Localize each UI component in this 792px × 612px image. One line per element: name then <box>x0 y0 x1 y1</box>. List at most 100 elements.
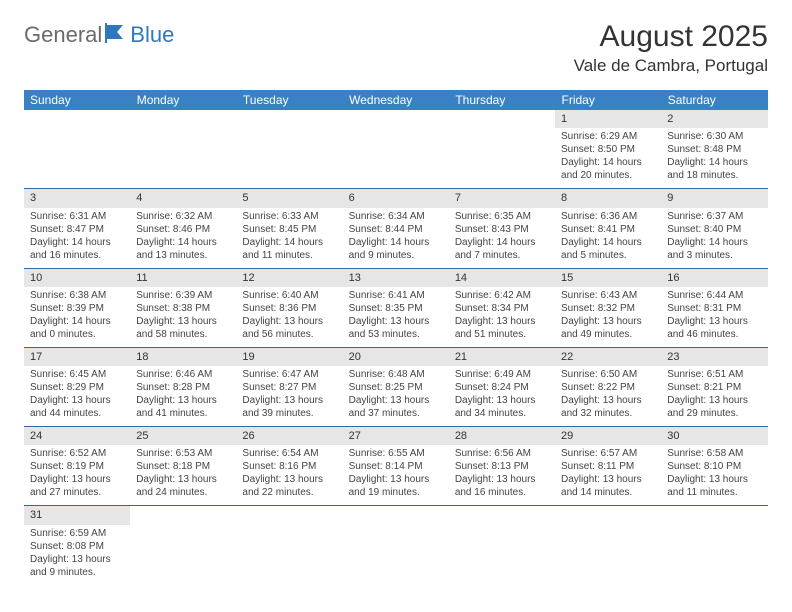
sunrise-line: Sunrise: 6:59 AM <box>30 527 124 540</box>
sunset-line: Sunset: 8:25 PM <box>349 381 443 394</box>
calendar-day-cell: 25Sunrise: 6:53 AMSunset: 8:18 PMDayligh… <box>130 427 236 506</box>
daylight-line: Daylight: 13 hours <box>455 315 549 328</box>
month-title: August 2025 <box>574 20 768 54</box>
daylight-line: Daylight: 14 hours <box>349 236 443 249</box>
sunset-line: Sunset: 8:40 PM <box>667 223 761 236</box>
calendar-day-cell: 8Sunrise: 6:36 AMSunset: 8:41 PMDaylight… <box>555 189 661 268</box>
day-number: 15 <box>555 269 661 287</box>
sunrise-line: Sunrise: 6:53 AM <box>136 447 230 460</box>
sunrise-line: Sunrise: 6:48 AM <box>349 368 443 381</box>
day-number: 3 <box>24 189 130 207</box>
sunrise-line: Sunrise: 6:45 AM <box>30 368 124 381</box>
day-number: 25 <box>130 427 236 445</box>
sunset-line: Sunset: 8:43 PM <box>455 223 549 236</box>
day-number: 22 <box>555 348 661 366</box>
sunrise-line: Sunrise: 6:55 AM <box>349 447 443 460</box>
sunrise-line: Sunrise: 6:29 AM <box>561 130 655 143</box>
daylight-line: Daylight: 14 hours <box>30 236 124 249</box>
calendar-empty-cell <box>236 506 342 585</box>
daylight-line: Daylight: 13 hours <box>455 473 549 486</box>
daylight-line: Daylight: 14 hours <box>667 236 761 249</box>
header: General Blue August 2025 Vale de Cambra,… <box>24 20 768 76</box>
day-number: 4 <box>130 189 236 207</box>
sunrise-line: Sunrise: 6:58 AM <box>667 447 761 460</box>
sunrise-line: Sunrise: 6:32 AM <box>136 210 230 223</box>
daylight-line: and 20 minutes. <box>561 169 655 182</box>
title-block: August 2025 Vale de Cambra, Portugal <box>574 20 768 76</box>
sunrise-line: Sunrise: 6:44 AM <box>667 289 761 302</box>
day-number: 31 <box>24 506 130 524</box>
calendar-empty-cell <box>449 110 555 189</box>
sunset-line: Sunset: 8:08 PM <box>30 540 124 553</box>
sunset-line: Sunset: 8:14 PM <box>349 460 443 473</box>
calendar-day-cell: 19Sunrise: 6:47 AMSunset: 8:27 PMDayligh… <box>236 347 342 426</box>
daylight-line: Daylight: 13 hours <box>136 315 230 328</box>
daylight-line: Daylight: 13 hours <box>242 315 336 328</box>
weekday-header: Thursday <box>449 90 555 110</box>
calendar-day-cell: 5Sunrise: 6:33 AMSunset: 8:45 PMDaylight… <box>236 189 342 268</box>
sunrise-line: Sunrise: 6:46 AM <box>136 368 230 381</box>
daylight-line: and 56 minutes. <box>242 328 336 341</box>
sunset-line: Sunset: 8:48 PM <box>667 143 761 156</box>
sunrise-line: Sunrise: 6:39 AM <box>136 289 230 302</box>
sunrise-line: Sunrise: 6:50 AM <box>561 368 655 381</box>
daylight-line: Daylight: 14 hours <box>30 315 124 328</box>
calendar-day-cell: 15Sunrise: 6:43 AMSunset: 8:32 PMDayligh… <box>555 268 661 347</box>
day-number: 17 <box>24 348 130 366</box>
daylight-line: and 32 minutes. <box>561 407 655 420</box>
calendar-week-row: 24Sunrise: 6:52 AMSunset: 8:19 PMDayligh… <box>24 427 768 506</box>
daylight-line: and 9 minutes. <box>349 249 443 262</box>
sunset-line: Sunset: 8:22 PM <box>561 381 655 394</box>
sunrise-line: Sunrise: 6:36 AM <box>561 210 655 223</box>
calendar-day-cell: 9Sunrise: 6:37 AMSunset: 8:40 PMDaylight… <box>661 189 767 268</box>
calendar-day-cell: 12Sunrise: 6:40 AMSunset: 8:36 PMDayligh… <box>236 268 342 347</box>
location: Vale de Cambra, Portugal <box>574 56 768 76</box>
daylight-line: Daylight: 13 hours <box>561 315 655 328</box>
weekday-header: Friday <box>555 90 661 110</box>
day-number: 6 <box>343 189 449 207</box>
calendar-day-cell: 18Sunrise: 6:46 AMSunset: 8:28 PMDayligh… <box>130 347 236 426</box>
calendar-day-cell: 6Sunrise: 6:34 AMSunset: 8:44 PMDaylight… <box>343 189 449 268</box>
day-number: 18 <box>130 348 236 366</box>
day-number: 29 <box>555 427 661 445</box>
logo: General Blue <box>24 22 174 48</box>
daylight-line: and 3 minutes. <box>667 249 761 262</box>
daylight-line: and 19 minutes. <box>349 486 443 499</box>
daylight-line: and 46 minutes. <box>667 328 761 341</box>
day-number: 27 <box>343 427 449 445</box>
daylight-line: and 29 minutes. <box>667 407 761 420</box>
calendar-day-cell: 16Sunrise: 6:44 AMSunset: 8:31 PMDayligh… <box>661 268 767 347</box>
daylight-line: Daylight: 13 hours <box>30 394 124 407</box>
calendar-day-cell: 13Sunrise: 6:41 AMSunset: 8:35 PMDayligh… <box>343 268 449 347</box>
day-number: 10 <box>24 269 130 287</box>
daylight-line: and 49 minutes. <box>561 328 655 341</box>
calendar-day-cell: 26Sunrise: 6:54 AMSunset: 8:16 PMDayligh… <box>236 427 342 506</box>
logo-text-blue: Blue <box>130 22 174 48</box>
calendar-day-cell: 23Sunrise: 6:51 AMSunset: 8:21 PMDayligh… <box>661 347 767 426</box>
daylight-line: and 24 minutes. <box>136 486 230 499</box>
daylight-line: and 0 minutes. <box>30 328 124 341</box>
calendar-day-cell: 1Sunrise: 6:29 AMSunset: 8:50 PMDaylight… <box>555 110 661 189</box>
day-number: 30 <box>661 427 767 445</box>
calendar-empty-cell <box>343 506 449 585</box>
calendar-week-row: 31Sunrise: 6:59 AMSunset: 8:08 PMDayligh… <box>24 506 768 585</box>
daylight-line: and 16 minutes. <box>30 249 124 262</box>
sunrise-line: Sunrise: 6:41 AM <box>349 289 443 302</box>
calendar-empty-cell <box>24 110 130 189</box>
day-number: 7 <box>449 189 555 207</box>
sunset-line: Sunset: 8:29 PM <box>30 381 124 394</box>
sunset-line: Sunset: 8:10 PM <box>667 460 761 473</box>
weekday-header: Monday <box>130 90 236 110</box>
day-number: 28 <box>449 427 555 445</box>
day-number: 20 <box>343 348 449 366</box>
sunset-line: Sunset: 8:16 PM <box>242 460 336 473</box>
day-number: 19 <box>236 348 342 366</box>
calendar-empty-cell <box>555 506 661 585</box>
calendar-day-cell: 30Sunrise: 6:58 AMSunset: 8:10 PMDayligh… <box>661 427 767 506</box>
calendar-day-cell: 24Sunrise: 6:52 AMSunset: 8:19 PMDayligh… <box>24 427 130 506</box>
calendar-empty-cell <box>343 110 449 189</box>
sunset-line: Sunset: 8:45 PM <box>242 223 336 236</box>
daylight-line: and 5 minutes. <box>561 249 655 262</box>
daylight-line: and 7 minutes. <box>455 249 549 262</box>
calendar-empty-cell <box>661 506 767 585</box>
